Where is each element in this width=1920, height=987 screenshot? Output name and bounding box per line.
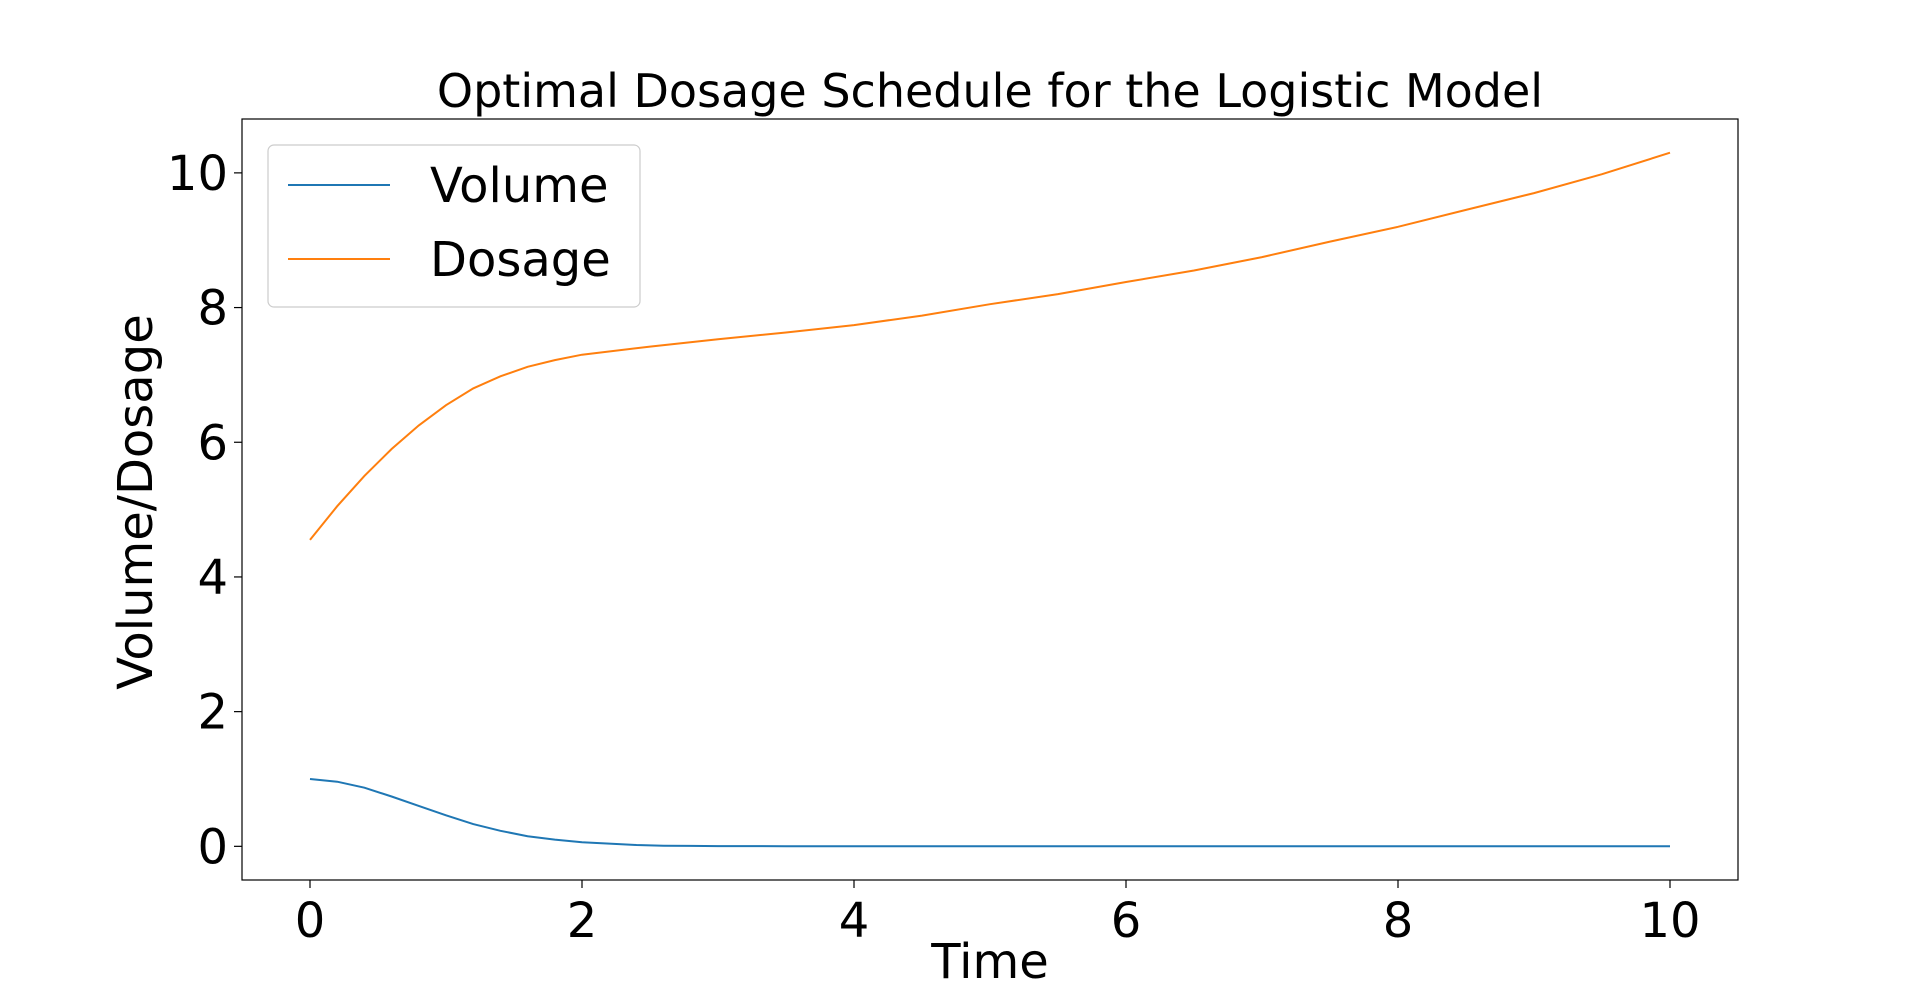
series-line-volume — [309, 778, 1670, 848]
chart-title: Optimal Dosage Schedule for the Logistic… — [437, 64, 1543, 118]
y-tick-label: 10 — [167, 146, 228, 202]
x-tick-label: 4 — [839, 893, 870, 949]
x-tick-label: 8 — [1383, 893, 1414, 949]
y-tick-label: 2 — [197, 685, 228, 741]
series-line-dosage — [309, 151, 1671, 541]
x-tick-label: 6 — [1111, 893, 1142, 949]
legend-label-dosage: Dosage — [430, 232, 611, 288]
x-tick-label: 0 — [295, 893, 326, 949]
y-tick-label: 8 — [197, 281, 228, 337]
legend: Volume Dosage — [267, 144, 641, 308]
y-tick-label: 0 — [197, 819, 228, 875]
x-tick-label: 2 — [567, 893, 598, 949]
y-tick-label: 6 — [197, 415, 228, 471]
x-tick-label: 10 — [1639, 893, 1700, 949]
y-axis-label: Volume/Dosage — [108, 314, 164, 689]
x-axis-label: Time — [930, 934, 1048, 983]
legend-label-volume: Volume — [430, 158, 609, 214]
axes-frame — [241, 118, 1739, 881]
y-tick-label: 4 — [197, 550, 228, 606]
plot-area: 0 2 4 6 8 10 0 2 4 6 8 10 — [167, 118, 1739, 949]
